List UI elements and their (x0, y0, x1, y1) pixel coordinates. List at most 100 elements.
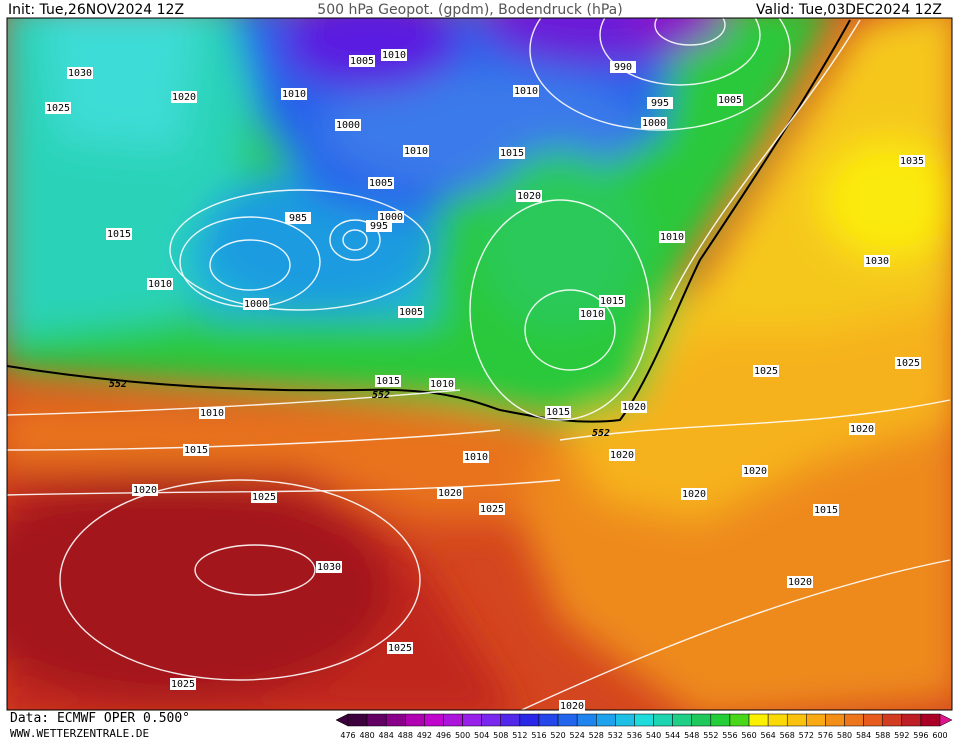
isobar-label: 1025 (754, 366, 778, 377)
isobar-label-bg (864, 255, 890, 267)
colorbar-label: 584 (856, 731, 871, 740)
isobar-label: 1010 (200, 408, 224, 419)
isobar-label: 1010 (580, 309, 604, 320)
isobar-label: 1005 (718, 95, 742, 106)
isobar-label: 1010 (514, 86, 538, 97)
isobar-label: 1025 (480, 504, 504, 515)
colorbar-label: 508 (493, 731, 508, 740)
isobar-label: 552 (372, 390, 390, 401)
isobar-label-bg (787, 576, 813, 588)
colorbar-label: 528 (589, 731, 604, 740)
isobar-label-bg (437, 487, 463, 499)
isobar-label-bg (559, 700, 585, 712)
isobar-label: 1005 (369, 178, 393, 189)
colorbar-swatch (596, 713, 616, 727)
colorbar-label: 512 (512, 731, 527, 740)
colorbar: 476 480 484 488 492 496 500 504 508 512 516 520 524 5… (335, 713, 953, 740)
isobar-label: 552 (592, 428, 610, 439)
colorbar-label: 520 (550, 731, 565, 740)
isobar-label-bg (45, 102, 71, 114)
isobar-label-bg (387, 642, 413, 654)
isobar-label: 1005 (399, 307, 423, 318)
colorbar-label: 580 (837, 731, 852, 740)
isobar-label-bg (753, 365, 779, 377)
colorbar-swatch (424, 713, 444, 727)
colorbar-label: 596 (913, 731, 928, 740)
colorbar-label: 564 (760, 731, 775, 740)
colorbar-swatch (481, 713, 502, 727)
colorbar-swatch (748, 713, 769, 727)
isobar-label: 1015 (107, 229, 131, 240)
isobar-label: 1025 (46, 103, 70, 114)
isobar-label: 1030 (68, 68, 92, 79)
isobar-label: 1030 (317, 562, 341, 573)
colorbar-label: 484 (379, 731, 394, 740)
isobar-label: 995 (370, 221, 388, 232)
isobar-label: 1025 (252, 492, 276, 503)
isobar-label-bg (479, 503, 505, 515)
colorbar-swatch (901, 713, 922, 727)
colorbar-swatch (500, 713, 521, 727)
colorbar-label: 492 (417, 731, 432, 740)
colorbar-swatch (634, 713, 654, 727)
colorbar-label: 576 (818, 731, 833, 740)
isobar-label: 1010 (464, 452, 488, 463)
isobar-label-bg (398, 306, 424, 318)
colorbar-swatch (366, 713, 387, 727)
isobar-label-bg (641, 117, 667, 129)
colorbar-swatch (557, 713, 578, 727)
data-source: Data: ECMWF OPER 0.500° (10, 711, 190, 726)
isobar-label: 985 (289, 213, 307, 224)
isobar-label: 1000 (336, 120, 360, 131)
isobar-label: 1030 (865, 256, 889, 267)
isobar-label-bg (599, 295, 625, 307)
isobar-label-bg (199, 407, 225, 419)
isobar-label: 1015 (376, 376, 400, 387)
isobar-label-bg (463, 451, 489, 463)
colorbar-swatch (462, 713, 482, 727)
isobar-label-bg (316, 561, 342, 573)
colorbar-arrow (939, 713, 953, 727)
colorbar-label: 536 (627, 731, 642, 740)
isobar-label-bg (516, 190, 542, 202)
colorbar-swatch (347, 713, 368, 727)
isobar-label-bg (170, 678, 196, 690)
colorbar-swatch (615, 713, 635, 727)
colorbar-swatch (920, 713, 941, 727)
isobar-label: 1000 (244, 299, 268, 310)
isobar-label: 1020 (133, 485, 157, 496)
isobar-label: 1020 (788, 577, 812, 588)
colorbar-label: 588 (875, 731, 890, 740)
isobar-label-bg (742, 465, 768, 477)
isobar-label-bg (579, 308, 605, 320)
colorbar-swatch (405, 713, 425, 727)
isobar-label-bg (621, 401, 647, 413)
colorbar-swatch (538, 713, 559, 727)
isobar-label: 1000 (379, 212, 403, 223)
colorbar-swatch (729, 713, 750, 727)
colorbar-swatch (691, 713, 712, 727)
isobar-label-bg (368, 177, 394, 189)
colorbar-label: 516 (531, 731, 546, 740)
isobar-label-bg (106, 228, 132, 240)
isobar-label: 1015 (500, 148, 524, 159)
colorbar-label: 548 (684, 731, 699, 740)
isobar-label: 1020 (172, 92, 196, 103)
colorbar-label: 504 (474, 731, 489, 740)
isobar-label-bg (895, 357, 921, 369)
isobar-label: 1015 (600, 296, 624, 307)
isobar-label: 1020 (610, 450, 634, 461)
isobar-labels: 1030 1025 1020 1010 1005 1010 990 995 1005 1010 10… (45, 49, 925, 712)
isobar-label: 1010 (404, 146, 428, 157)
colorbar-swatch (385, 713, 406, 727)
colorbar-label: 532 (608, 731, 623, 740)
isobar-label: 1025 (896, 358, 920, 369)
colorbar-swatch (519, 713, 540, 727)
isobar-label-bg (647, 97, 673, 109)
colorbar-label: 572 (799, 731, 814, 740)
valid-time: Valid: Tue,03DEC2024 12Z (756, 2, 942, 18)
isobar-label-bg (171, 91, 197, 103)
